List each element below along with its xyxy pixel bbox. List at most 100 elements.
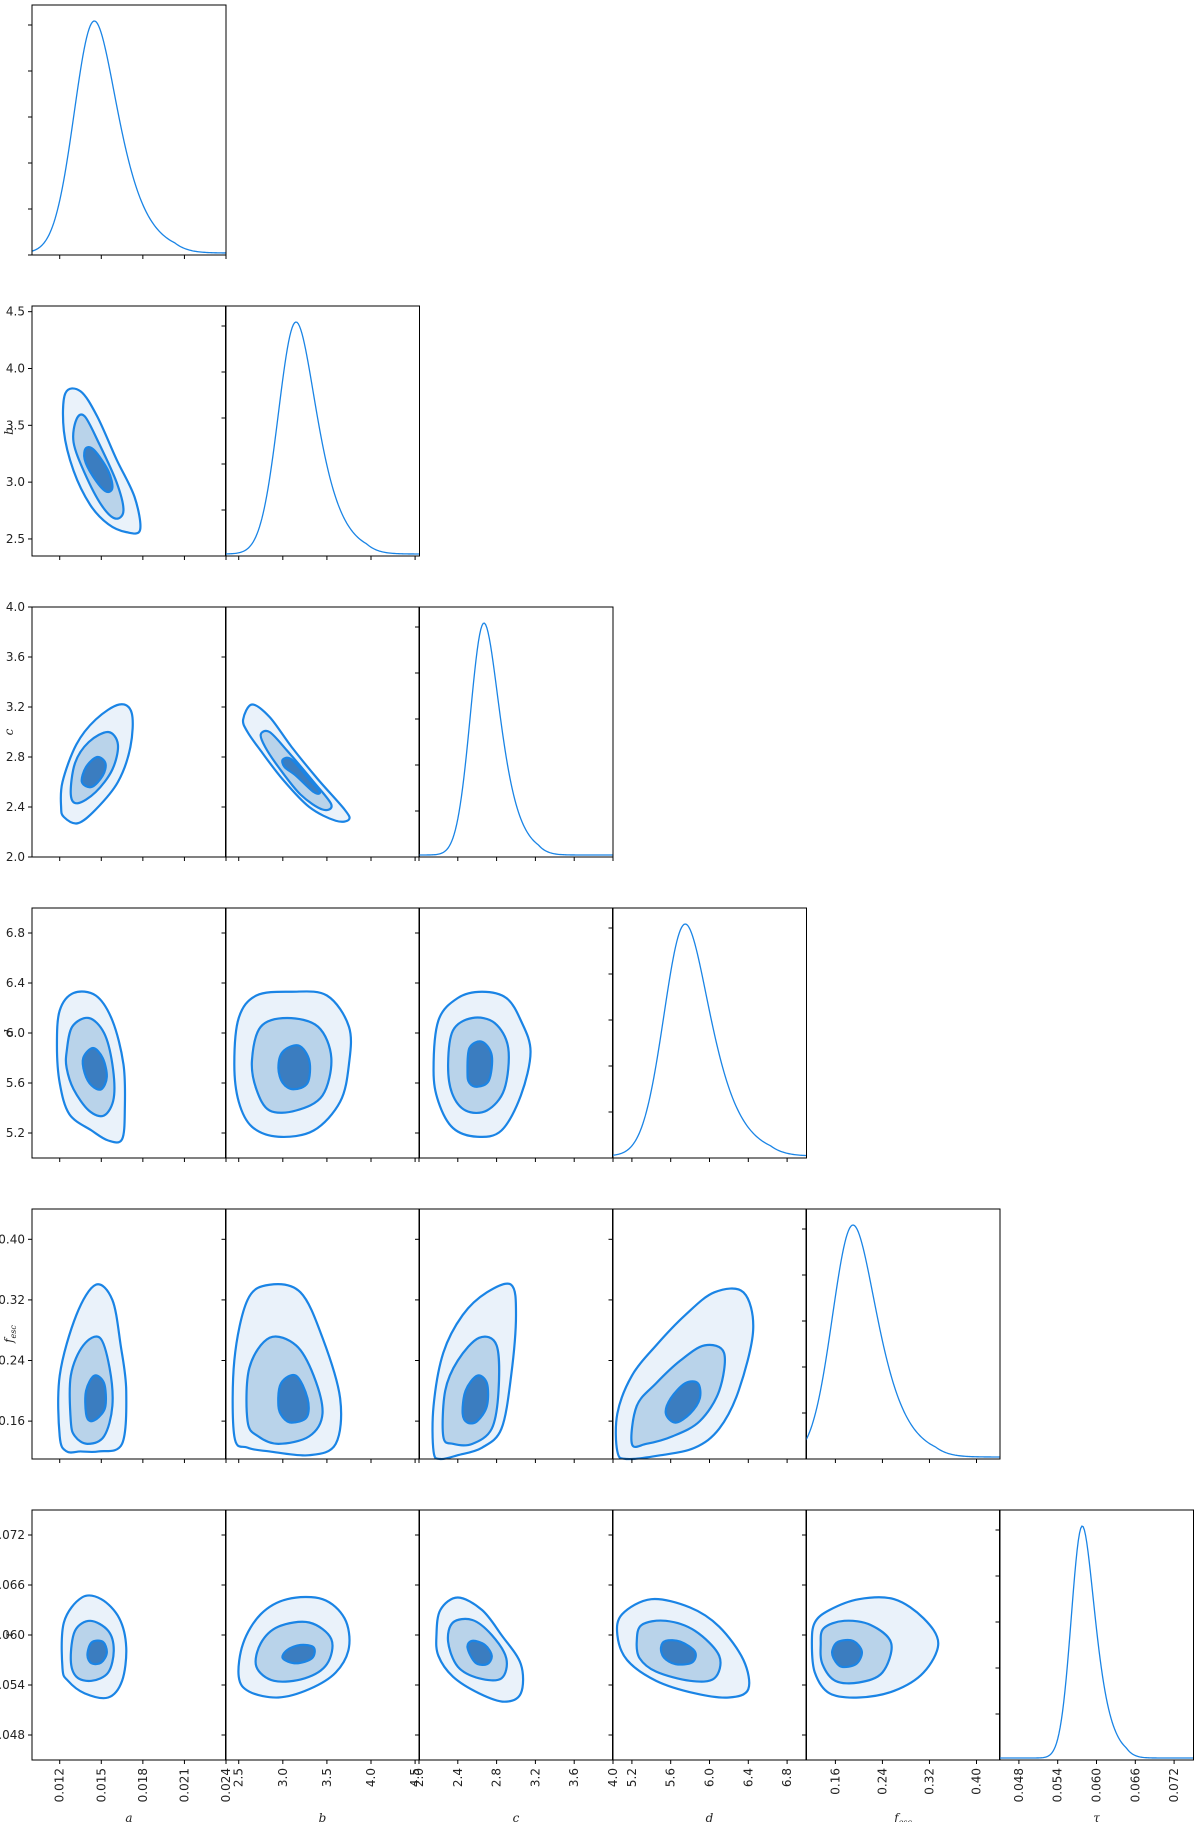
- x-tick-label-c: 2.8: [490, 1768, 504, 1787]
- x-tick-label-tau: 0.060: [1090, 1768, 1104, 1802]
- contour-inner: [86, 1639, 108, 1666]
- axis-label-d: d: [706, 1811, 714, 1822]
- panel-c-f_esc: [415, 1208, 614, 1463]
- panel-frame: [612, 907, 807, 1159]
- y-tick-label-b: 2.5: [6, 532, 25, 546]
- axis-label-b: b: [319, 1811, 327, 1822]
- y-tick-label-f_esc: 0.32: [0, 1293, 25, 1307]
- y-tick-label-c: 2.0: [6, 850, 25, 864]
- panel-a-c: 2.0 2.4 2.8 3.2 3.6 4.0: [6, 600, 227, 864]
- x-tick-label-c: 2.4: [451, 1768, 465, 1787]
- y-tick-label-d: 6.8: [6, 926, 25, 940]
- contour-inner: [80, 755, 107, 789]
- y-tick-label-d: 5.6: [6, 1076, 25, 1090]
- x-tick-label-f_esc: 0.40: [969, 1768, 983, 1795]
- x-tick-label-a: 0.024: [219, 1768, 233, 1802]
- density-d: [612, 923, 807, 1157]
- x-tick-label-f_esc: 0.24: [875, 1768, 889, 1795]
- panel-d-f_esc: [608, 1208, 807, 1463]
- density-tau: [999, 1525, 1194, 1759]
- y-tick-label-b: 3.0: [6, 475, 25, 489]
- axis-label-c: c: [513, 1811, 520, 1822]
- x-tick-label-tau: 0.048: [1012, 1768, 1026, 1802]
- x-tick-label-c: 2.0: [412, 1768, 426, 1787]
- panel-b-c: [221, 606, 420, 861]
- panel-a-tau: 0.012 0.015 0.018 0.021 0.024 0.048 0.054 0.060…: [0, 1509, 233, 1802]
- panel-frame: [418, 606, 614, 858]
- panel-c-d: [415, 907, 614, 1162]
- x-tick-label-a: 0.012: [53, 1768, 67, 1802]
- contour-inner: [277, 1044, 312, 1091]
- x-tick-label-c: 4.0: [606, 1768, 620, 1787]
- y-tick-label-d: 6.4: [6, 976, 25, 990]
- panel-a-b: 2.5 3.0 3.5 4.0 4.5: [6, 305, 227, 560]
- panel-c-c: [415, 606, 614, 861]
- x-tick-label-b: 2.5: [232, 1768, 246, 1787]
- x-tick-label-a: 0.021: [177, 1768, 191, 1802]
- panel-a-f_esc: 0.16 0.24 0.32 0.40: [0, 1208, 227, 1463]
- x-tick-label-tau: 0.072: [1167, 1768, 1181, 1802]
- panel-b-f_esc: [221, 1208, 420, 1463]
- axis-label-f_esc: fesc: [893, 1811, 912, 1822]
- contour-inner: [281, 1643, 316, 1665]
- contour-inner: [277, 1373, 310, 1424]
- panel-frame: [31, 4, 227, 256]
- x-tick-label-f_esc: 0.16: [828, 1768, 842, 1795]
- contour-inner: [461, 1374, 490, 1425]
- y-tick-label-d: 5.2: [6, 1126, 25, 1140]
- x-tick-label-b: 3.0: [276, 1768, 290, 1787]
- x-tick-label-d: 5.6: [664, 1768, 678, 1787]
- panel-d-tau: 5.2 5.6 6.0 6.4 6.8: [608, 1509, 807, 1787]
- density-b: [225, 321, 420, 555]
- x-tick-label-b: 4.0: [364, 1768, 378, 1787]
- x-tick-label-f_esc: 0.32: [922, 1768, 936, 1795]
- panel-b-tau: 2.5 3.0 3.5 4.0 4.5: [221, 1509, 422, 1787]
- y-tick-label-c: 3.6: [6, 650, 25, 664]
- contour-inner: [81, 1046, 108, 1091]
- density-c: [419, 622, 613, 856]
- contour-inner: [281, 756, 322, 795]
- x-tick-label-d: 6.4: [741, 1768, 755, 1787]
- x-tick-label-c: 3.2: [528, 1768, 542, 1787]
- x-tick-label-a: 0.018: [136, 1768, 150, 1802]
- y-tick-label-c: 2.8: [6, 750, 25, 764]
- panel-f_esc-tau: 0.16 0.24 0.32 0.40: [802, 1509, 1001, 1795]
- contour-inner: [664, 1380, 702, 1424]
- panel-d-d: [608, 907, 807, 1162]
- y-tick-label-tau: 0.060: [0, 1628, 25, 1642]
- axis-label-b: b: [2, 427, 16, 435]
- y-tick-label-tau: 0.054: [0, 1678, 25, 1692]
- axis-label-tau: τ: [1093, 1811, 1100, 1822]
- axis-label-d: d: [2, 1029, 16, 1037]
- x-tick-label-d: 6.0: [703, 1768, 717, 1787]
- y-tick-label-b: 4.5: [6, 305, 25, 319]
- y-tick-label-f_esc: 0.16: [0, 1414, 25, 1428]
- y-tick-label-f_esc: 0.40: [0, 1232, 25, 1246]
- axis-label-c: c: [2, 728, 16, 735]
- y-tick-label-tau: 0.072: [0, 1528, 25, 1542]
- axis-label-a: a: [125, 1811, 132, 1822]
- y-tick-label-tau: 0.066: [0, 1578, 25, 1592]
- contour-inner: [466, 1639, 493, 1666]
- x-tick-label-d: 5.2: [625, 1768, 639, 1787]
- x-tick-label-a: 0.015: [94, 1768, 108, 1802]
- panel-c-tau: 2.0 2.4 2.8 3.2 3.6 4.0: [412, 1509, 620, 1787]
- y-tick-label-b: 4.0: [6, 362, 25, 376]
- panel-b-b: [221, 305, 420, 560]
- x-tick-label-b: 4.5: [408, 1768, 422, 1787]
- contour-inner: [659, 1639, 697, 1666]
- panel-frame: [225, 305, 420, 557]
- panel-tau-tau: 0.048 0.054 0.060 0.066 0.072: [995, 1509, 1194, 1802]
- panel-f_esc-f_esc: [802, 1208, 1001, 1463]
- panel-a-d: 5.2 5.6 6.0 6.4 6.8: [6, 907, 227, 1162]
- y-tick-label-f_esc: 0.24: [0, 1354, 25, 1368]
- y-tick-label-b: 3.5: [6, 418, 25, 432]
- panel-b-d: [221, 907, 420, 1162]
- y-tick-label-c: 4.0: [6, 600, 25, 614]
- axis-label-f_esc: fesc: [2, 1325, 18, 1344]
- density-a: [31, 20, 227, 254]
- panel-frame: [805, 1208, 1001, 1460]
- axis-label-tau: τ: [2, 1631, 16, 1638]
- x-tick-label-d: 6.8: [780, 1768, 794, 1787]
